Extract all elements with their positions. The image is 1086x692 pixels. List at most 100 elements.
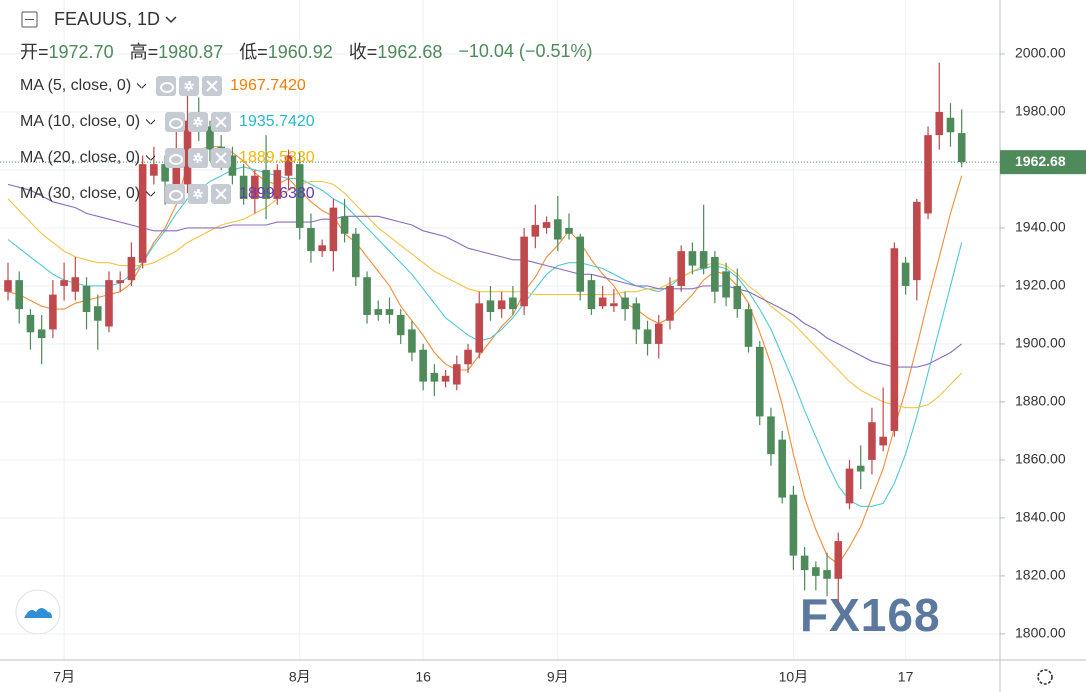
ma-name: MA (5, close, 0) [20, 77, 132, 94]
candle-body [879, 436, 887, 446]
ma-line [7, 183, 963, 368]
ohlc-item: 高=1980.87 [130, 38, 224, 64]
candle-body [699, 251, 708, 269]
ma-gear-button[interactable] [188, 184, 209, 204]
ohlc-value: 1980.87 [158, 42, 224, 62]
candle-body [666, 285, 674, 321]
ma-chevron[interactable]: ⌵ [146, 119, 156, 125]
ma-value: 1889.5330 [239, 149, 315, 166]
candle-body [531, 225, 540, 237]
ma-name: MA (30, close, 0) [20, 185, 141, 202]
candle-body [643, 329, 652, 344]
candle-body [82, 285, 91, 313]
candle-body [711, 256, 719, 292]
ohlc-value: 1960.92 [267, 42, 333, 62]
ma-eye-button[interactable] [165, 148, 186, 168]
ma-gear-button[interactable] [188, 148, 209, 168]
candle-body [834, 541, 843, 579]
candle-body [464, 349, 472, 365]
collapse-icon[interactable] [21, 11, 38, 28]
y-tick-label: 1900.00 [1015, 335, 1066, 351]
candle-body [520, 236, 528, 307]
ma-chevron[interactable]: ⌵ [146, 155, 156, 161]
settings-icon[interactable] [1037, 669, 1053, 685]
ma-value: 1967.7420 [230, 77, 306, 94]
x-tick-label: 17 [898, 669, 914, 685]
symbol-row: FEAUUS, 1D [54, 9, 177, 30]
candle-body [800, 555, 809, 571]
candle-body [363, 277, 371, 315]
ma-chevron[interactable]: ⌵ [146, 191, 156, 197]
candle-body [26, 314, 35, 333]
candle-body [632, 303, 641, 330]
watermark: FX168 [800, 589, 941, 641]
candle-body [868, 422, 876, 460]
ma-gear-button[interactable] [179, 76, 200, 96]
ohlc-key: 开= [20, 42, 49, 62]
candle-body [116, 280, 124, 284]
candle-body [161, 164, 169, 182]
x-tick-label: 16 [415, 669, 431, 685]
symbol[interactable]: FEAUUS, 1D [54, 9, 161, 29]
candle-body [318, 245, 326, 252]
ohlc-item: 开=1972.70 [20, 38, 114, 64]
y-tick-label: 1880.00 [1015, 393, 1066, 409]
ma-legend-row: MA (5, close, 0) ⌵ 1967.7420 [20, 76, 306, 96]
candle-body [553, 219, 562, 240]
candle-body [957, 133, 966, 163]
ma-chevron[interactable]: ⌵ [137, 83, 147, 89]
ma-eye-button[interactable] [165, 184, 186, 204]
candle-body [486, 300, 495, 313]
candle-body [374, 309, 383, 315]
ma-line [7, 146, 963, 566]
candle-body [812, 567, 820, 576]
candle-body [789, 494, 798, 556]
ma-line [7, 166, 963, 507]
ohlc-item: 低=1960.92 [239, 38, 333, 64]
candle-body [767, 416, 775, 455]
chevron[interactable] [165, 15, 177, 25]
candle-body [654, 323, 663, 344]
candle-body [901, 262, 910, 286]
y-tick-label: 1820.00 [1015, 567, 1066, 583]
candle-body [352, 233, 360, 278]
y-tick-label: 2000.00 [1015, 45, 1066, 61]
candle-body [565, 227, 573, 234]
y-tick-label: 1980.00 [1015, 103, 1066, 119]
candle-body [396, 314, 405, 336]
candle-body [755, 346, 764, 417]
ohlc-key: 收= [348, 42, 378, 62]
candle-body [688, 251, 697, 266]
last-price-label: 1962.68 [1015, 153, 1066, 169]
candle-body [60, 280, 68, 286]
ma-line [7, 180, 963, 409]
candle-body [845, 468, 854, 504]
ma-controls [165, 112, 232, 132]
ma-controls [156, 76, 223, 96]
candle-body [576, 236, 585, 292]
plot [0, 62, 1000, 605]
y-tick-label: 1800.00 [1015, 625, 1066, 641]
candle-body [598, 297, 607, 307]
ma-gear-button[interactable] [188, 112, 209, 132]
x-tick-label: 9月 [547, 669, 569, 685]
y-tick-label: 1840.00 [1015, 509, 1066, 525]
ma-eye-button[interactable] [156, 76, 177, 96]
ma-cls-button[interactable] [211, 112, 232, 132]
ohlc-item: 收=1962.68 [349, 38, 443, 64]
x-tick-label: 7月 [53, 669, 75, 685]
candle-body [307, 227, 315, 252]
ma-cls-button[interactable] [211, 148, 232, 168]
candle-body [172, 161, 181, 185]
ma-eye-button[interactable] [165, 112, 186, 132]
ohlc-value: 1972.70 [48, 42, 114, 62]
candle-body [722, 271, 730, 298]
ma-cls-button[interactable] [211, 184, 232, 204]
candle-body [295, 164, 304, 228]
candle-body [778, 439, 786, 498]
axes: 1800.00 1820.00 1840.00 1860.00 1880.00 1900.… [53, 45, 1086, 685]
ma-cls-button[interactable] [202, 76, 223, 96]
change: −10.04 (−0.51%) [458, 40, 593, 61]
candle-body [71, 277, 80, 292]
